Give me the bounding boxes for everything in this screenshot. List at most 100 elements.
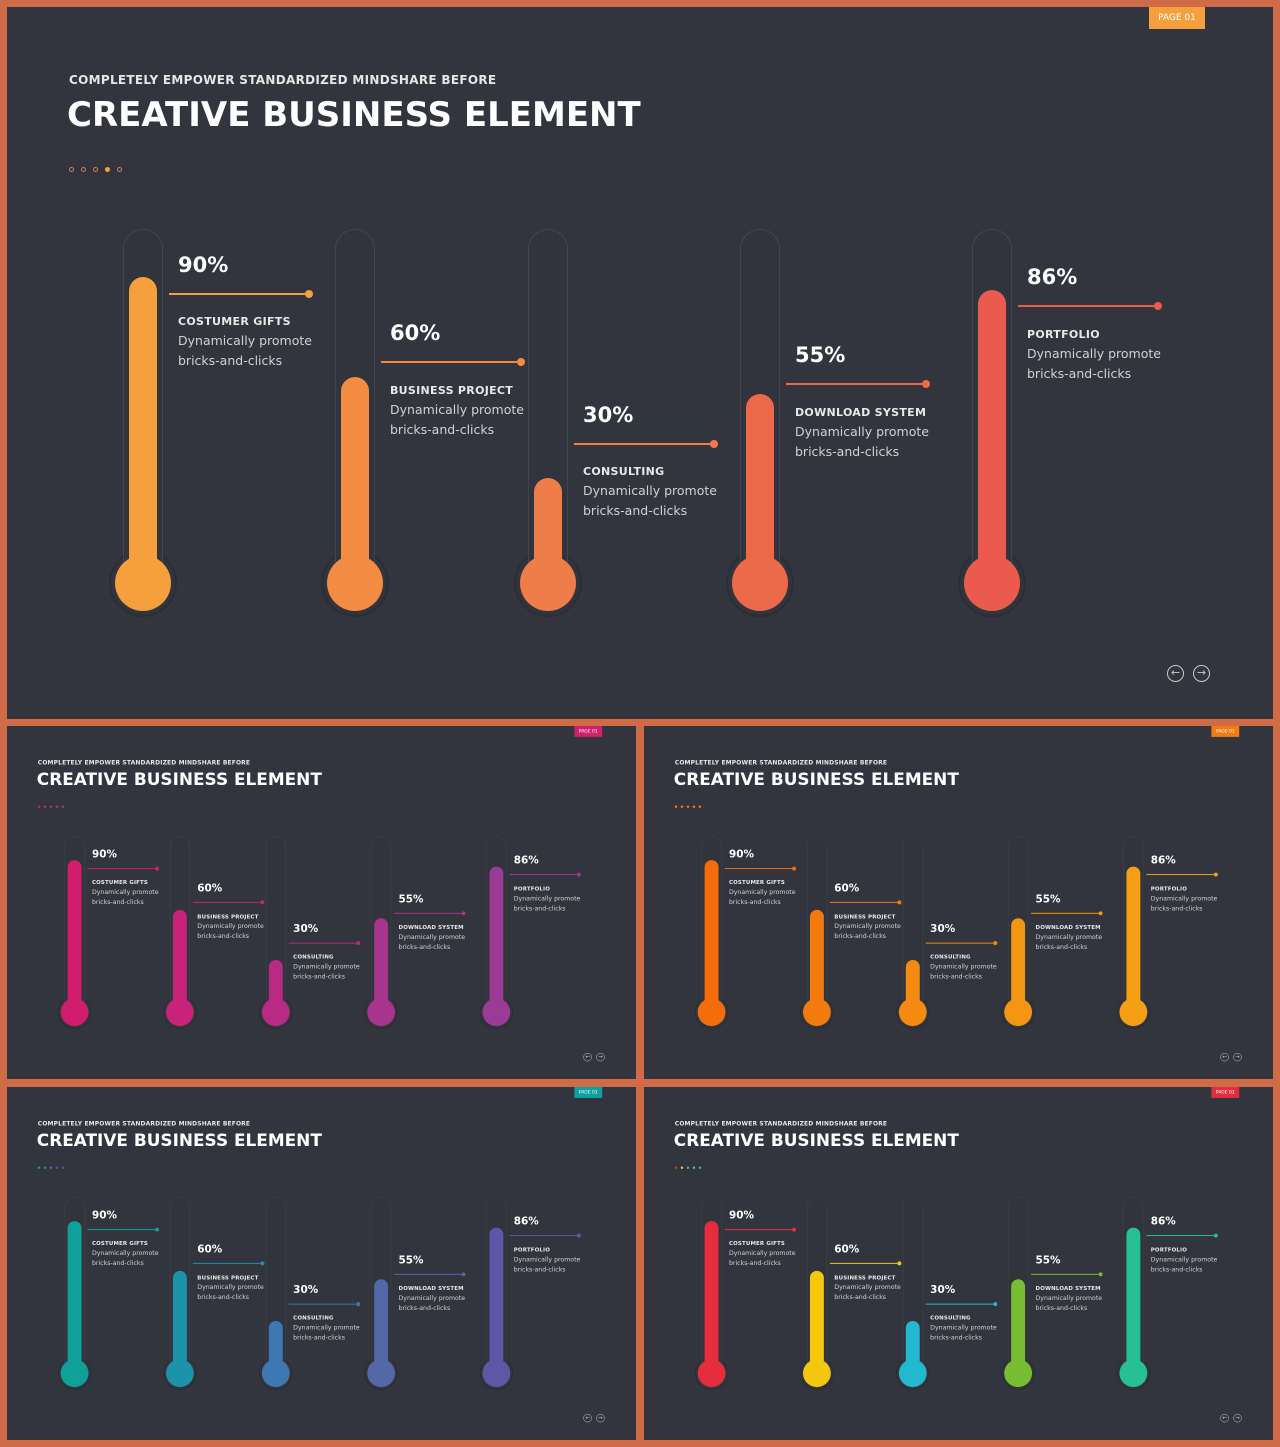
thermometer-bulb — [482, 998, 511, 1027]
thermometer-bulb — [115, 555, 171, 611]
description-line: Dynamically promote — [1150, 1255, 1218, 1263]
description-line: bricks-and-clicks — [728, 1258, 781, 1267]
value-label: 60% — [197, 882, 223, 894]
description-line: Dynamically promote — [293, 962, 360, 970]
leader-dot — [1098, 1272, 1103, 1277]
dot-indicator — [680, 805, 684, 808]
prev-arrow-icon[interactable]: ← — [1220, 1413, 1229, 1423]
category-description: Dynamically promote bricks-and-clicks — [834, 1282, 918, 1302]
slide: PAGE 01 COMPLETELY EMPOWER STANDARDIZED M… — [644, 1087, 1273, 1440]
description-line: Dynamically promote — [1027, 346, 1161, 361]
slide-subtitle: COMPLETELY EMPOWER STANDARDIZED MINDSHAR… — [37, 758, 251, 766]
next-arrow-icon[interactable]: → — [596, 1413, 605, 1423]
leader-line — [509, 874, 577, 876]
description-line: bricks-and-clicks — [728, 897, 781, 906]
leader-line — [925, 1303, 994, 1305]
thermometer-bar — [704, 1220, 719, 1374]
category-label: CONSULTING — [293, 953, 334, 961]
description-line: Dynamically promote — [930, 962, 997, 970]
thermometer-bar — [809, 1271, 824, 1374]
description-line: bricks-and-clicks — [293, 1333, 345, 1341]
description-line: bricks-and-clicks — [930, 1333, 982, 1341]
slide-content: PAGE 01 COMPLETELY EMPOWER STANDARDIZED M… — [7, 1087, 636, 1440]
description-line: bricks-and-clicks — [197, 932, 250, 940]
leader-dot — [356, 1302, 361, 1307]
leader-line — [1018, 305, 1154, 307]
value-label: 90% — [728, 1209, 754, 1222]
description-line: Dynamically promote — [795, 424, 929, 439]
leader-line — [1031, 1273, 1099, 1275]
value-label: 60% — [834, 882, 860, 894]
description-line: Dynamically promote — [513, 894, 581, 902]
prev-arrow-icon[interactable]: ← — [583, 1413, 592, 1423]
description-line: bricks-and-clicks — [1150, 1265, 1203, 1273]
thermometer-bulb — [732, 555, 788, 611]
thermometer-bar — [746, 394, 774, 583]
prev-arrow-icon[interactable]: ← — [583, 1052, 592, 1062]
description-line: bricks-and-clicks — [293, 972, 345, 980]
thermometer-bulb — [327, 555, 383, 611]
description-line: bricks-and-clicks — [513, 1265, 566, 1273]
description-line: bricks-and-clicks — [91, 897, 144, 906]
category-description: Dynamically promote bricks-and-clicks — [92, 1248, 176, 1268]
thermometer-bulb — [964, 555, 1020, 611]
value-label: 60% — [834, 1243, 860, 1255]
thermometer-bulb — [1004, 998, 1033, 1027]
leader-dot — [897, 900, 902, 905]
category-description: Dynamically promote bricks-and-clicks — [178, 331, 348, 371]
slide-subtitle: COMPLETELY EMPOWER STANDARDIZED MINDSHAR… — [674, 758, 888, 766]
thermometer-bulb — [367, 998, 396, 1027]
leader-dot — [305, 290, 313, 298]
leader-dot — [576, 872, 581, 877]
dot-indicator — [61, 1166, 65, 1169]
dot-indicator — [37, 1166, 41, 1169]
leader-dot — [461, 1272, 466, 1277]
category-label: PORTFOLIO — [513, 1246, 551, 1253]
dot-indicator — [43, 1166, 47, 1169]
category-label: CONSULTING — [293, 1314, 334, 1322]
slide: PAGE 01 COMPLETELY EMPOWER STANDARDIZED M… — [644, 726, 1273, 1079]
slide-content: PAGE 01 COMPLETELY EMPOWER STANDARDIZED M… — [7, 7, 1273, 719]
leader-line — [394, 912, 462, 914]
category-description: Dynamically promote bricks-and-clicks — [197, 921, 281, 941]
thermometer-bulb — [1119, 1359, 1148, 1388]
description-line: bricks-and-clicks — [1035, 1304, 1088, 1312]
next-arrow-icon[interactable]: → — [596, 1052, 605, 1062]
dot-indicator — [698, 1166, 702, 1169]
category-label: BUSINESS PROJECT — [834, 1274, 896, 1281]
description-line: Dynamically promote — [583, 483, 717, 498]
thermometer-bar — [809, 910, 824, 1013]
thermometer-bar — [1011, 1279, 1026, 1374]
category-label: COSTUMER GIFTS — [91, 1240, 149, 1247]
value-label: 86% — [1027, 265, 1078, 289]
category-label: DOWNLOAD SYSTEM — [1035, 1285, 1101, 1292]
prev-arrow-icon[interactable]: ← — [1220, 1052, 1229, 1062]
slide-content: PAGE 01 COMPLETELY EMPOWER STANDARDIZED M… — [7, 726, 636, 1079]
slide-title: CREATIVE BUSINESS ELEMENT — [673, 769, 959, 790]
leader-line — [1031, 912, 1099, 914]
value-label: 55% — [1035, 1253, 1061, 1266]
prev-arrow-icon[interactable]: ← — [1167, 665, 1184, 682]
leader-dot — [1098, 911, 1103, 916]
thermometer-bulb — [697, 998, 726, 1027]
value-label: 55% — [795, 343, 846, 367]
thermometer-bar — [172, 910, 187, 1013]
description-line: Dynamically promote — [1150, 894, 1218, 902]
description-line: bricks-and-clicks — [398, 943, 451, 951]
leader-dot — [155, 1227, 160, 1232]
leader-dot — [260, 1261, 265, 1266]
next-arrow-icon[interactable]: → — [1233, 1052, 1242, 1062]
category-description: Dynamically promote bricks-and-clicks — [834, 921, 918, 941]
description-line: bricks-and-clicks — [513, 904, 566, 912]
next-arrow-icon[interactable]: → — [1193, 665, 1210, 682]
dot-indicator — [93, 167, 98, 172]
category-label: PORTFOLIO — [1027, 328, 1100, 341]
leader-line — [381, 361, 517, 363]
description-line: Dynamically promote — [930, 1323, 997, 1331]
category-label: BUSINESS PROJECT — [197, 913, 259, 920]
leader-line — [87, 1229, 156, 1231]
thermometer-bulb — [898, 998, 927, 1027]
leader-line — [829, 901, 898, 903]
slide-subtitle: COMPLETELY EMPOWER STANDARDIZED MINDSHAR… — [37, 1119, 251, 1127]
next-arrow-icon[interactable]: → — [1233, 1413, 1242, 1423]
